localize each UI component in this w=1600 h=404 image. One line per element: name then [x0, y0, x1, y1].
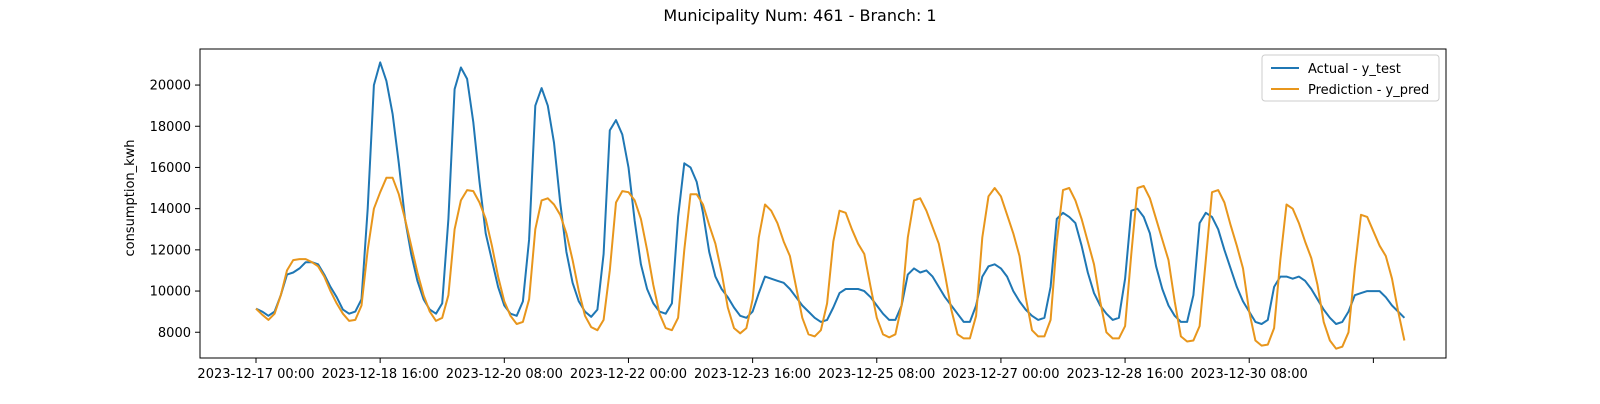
chart-title: Municipality Num: 461 - Branch: 1 — [663, 6, 937, 25]
plot-frame — [199, 48, 1447, 359]
legend-label: Prediction - y_pred — [1308, 83, 1429, 98]
axes-layer: 8000 10000 12000 14000 16000 18000 20000 2023-1… — [150, 48, 1447, 382]
legend-label: Actual - y_test — [1308, 62, 1401, 77]
y-tick-label: 10000 — [150, 285, 191, 300]
y-axis-label: consumption_kwh — [123, 139, 138, 256]
series-layer — [255, 61, 1406, 350]
y-tick-label: 12000 — [150, 243, 191, 258]
legend: Actual - y_test Prediction - y_pred — [1261, 54, 1440, 102]
y-tick-label: 8000 — [158, 326, 191, 341]
y-tick-label: 16000 — [150, 161, 191, 176]
x-tick-label: 2023-12-27 00:00 — [942, 367, 1059, 382]
y-tick-label: 14000 — [150, 202, 191, 217]
y-tick-label: 18000 — [150, 120, 191, 135]
x-tick-label: 2023-12-20 08:00 — [446, 367, 563, 382]
legend-box — [1261, 54, 1440, 102]
x-tick-label: 2023-12-30 08:00 — [1191, 367, 1308, 382]
x-tick-label: 2023-12-28 16:00 — [1066, 367, 1183, 382]
y-tick-label: 20000 — [150, 79, 191, 94]
series-line-actual — [255, 61, 1406, 325]
x-tick-label: 2023-12-22 00:00 — [570, 367, 687, 382]
x-tick-label: 2023-12-18 16:00 — [322, 367, 439, 382]
x-tick-label: 2023-12-25 08:00 — [818, 367, 935, 382]
series-line-prediction — [255, 176, 1406, 350]
x-tick-label: 2023-12-23 16:00 — [694, 367, 811, 382]
x-tick-label: 2023-12-17 00:00 — [197, 367, 314, 382]
